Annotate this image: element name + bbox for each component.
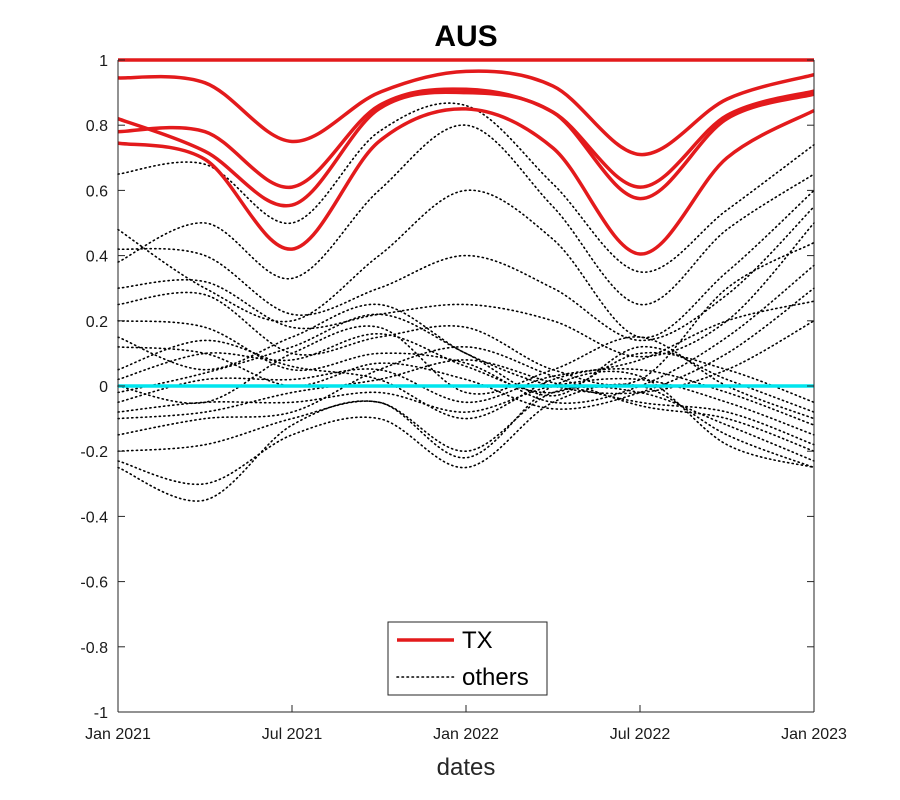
y-tick-label: -1: [94, 705, 108, 722]
y-tick-label: 0.8: [86, 118, 108, 135]
x-tick-label: Jan 2021: [85, 726, 151, 743]
series-line-others-12: [117, 368, 815, 426]
y-tick-label: -0.8: [80, 640, 108, 657]
series-line-others-14: [117, 359, 815, 446]
series-line-tx-4: [117, 90, 815, 208]
x-tick-labels: Jan 2021 Jul 2021 Jan 2022 Jul 2022 Jan …: [85, 726, 847, 743]
x-tick-label: Jul 2021: [262, 726, 323, 743]
series-line-others-17: [117, 383, 815, 486]
x-tick-label: Jan 2022: [433, 726, 499, 743]
y-tick-labels: -1 -0.8 -0.6 -0.4 -0.2 0 0.2 0.4 0.6 0.8…: [80, 53, 108, 722]
y-tick-label: -0.2: [80, 444, 108, 461]
series-line-others-2: [117, 124, 815, 306]
axes-layer: [117, 59, 815, 713]
x-tick-label: Jan 2023: [781, 726, 847, 743]
series-line-others-3: [117, 189, 815, 339]
series-line-others-5: [117, 222, 815, 358]
series-line-others-8: [117, 287, 815, 410]
series-line-others-6: [117, 241, 815, 386]
y-tick-label: 0.4: [86, 249, 108, 266]
y-tick-label: 0.2: [86, 314, 108, 331]
series-line-tx-3: [117, 87, 815, 189]
legend: TX others: [387, 621, 548, 696]
series-line-others-20: [117, 325, 815, 420]
series-line-tx-5: [117, 107, 815, 256]
y-tick-label: -0.4: [80, 509, 108, 526]
x-axis-label: dates: [437, 754, 496, 781]
series-line-tx-2: [117, 69, 815, 157]
series-line-others-13: [117, 377, 815, 436]
series-line-others-1: [117, 102, 815, 273]
series-line-others-4: [117, 205, 815, 342]
series-line-others-18: [117, 370, 815, 502]
y-tick-label: -0.6: [80, 575, 108, 592]
chart-title: AUS: [434, 20, 497, 53]
legend-box: [387, 621, 548, 696]
series-line-others-16: [117, 385, 815, 462]
x-tick-label: Jul 2022: [610, 726, 671, 743]
legend-label-tx: TX: [462, 627, 493, 654]
series-line-others-19: [117, 303, 815, 395]
series-line-others-10: [117, 332, 815, 404]
series-line-others-15: [117, 346, 815, 452]
series-line-others-9: [117, 300, 815, 420]
legend-label-others: others: [462, 664, 529, 691]
y-tick-label: 0.6: [86, 183, 108, 200]
y-tick-label: 1: [99, 53, 108, 70]
y-tick-label: 0: [99, 379, 108, 396]
series-layer: [117, 58, 815, 502]
